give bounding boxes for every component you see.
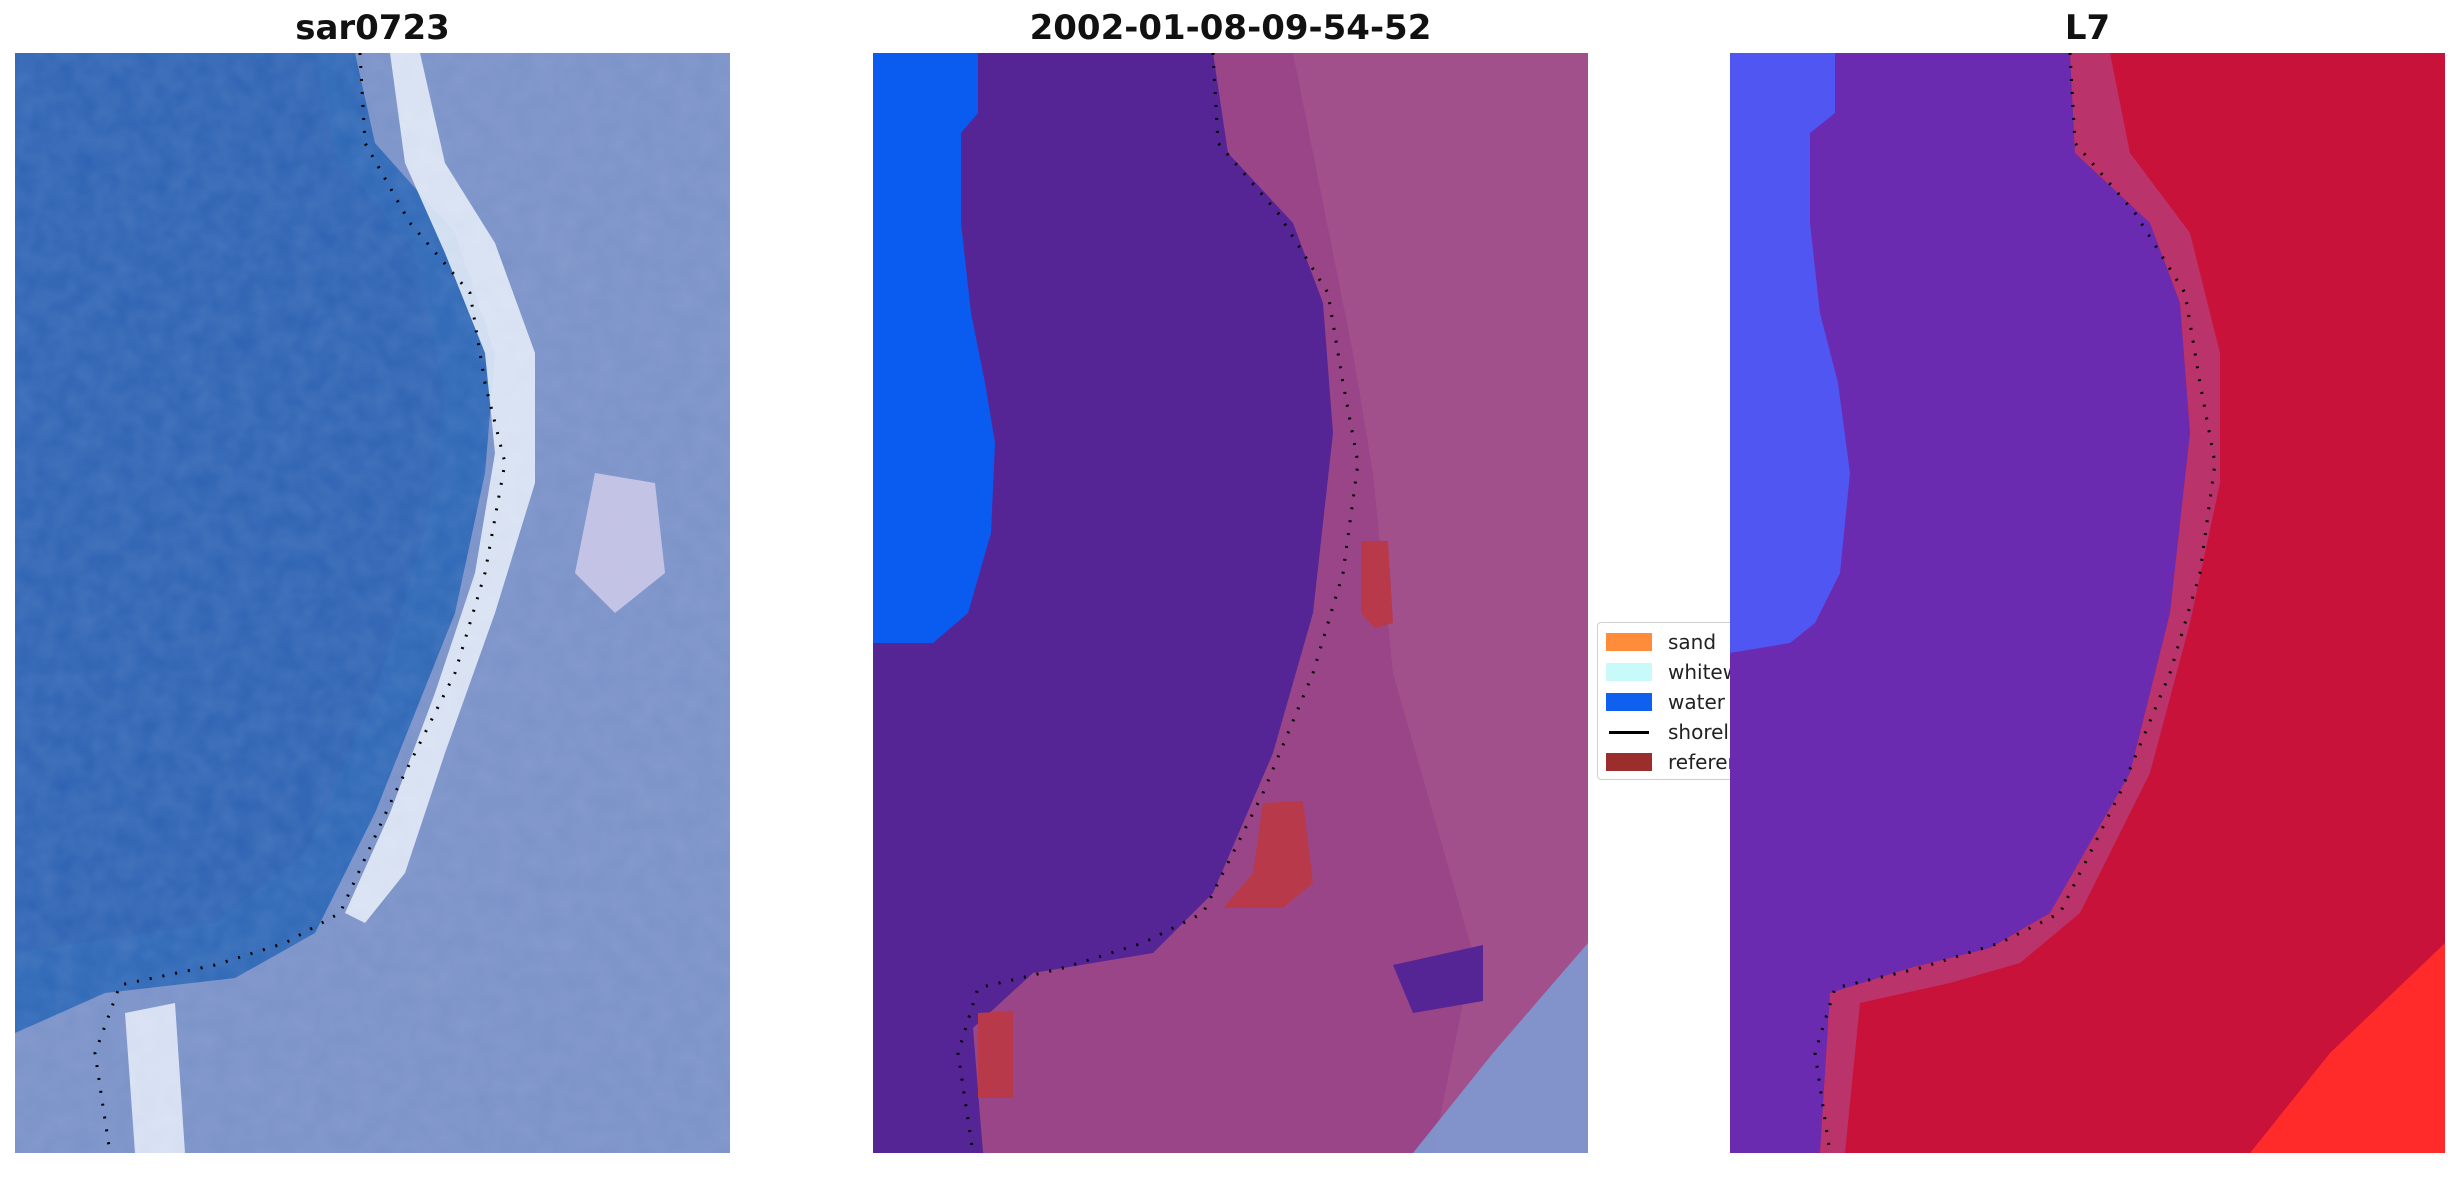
classified-image-panel	[873, 53, 1588, 1153]
panel-title-index: L7	[2064, 8, 2111, 48]
index-image	[1730, 53, 2445, 1153]
panel-title-classified: 2002-01-08-09-54-52	[1029, 8, 1432, 48]
index-bright-red-corner	[2250, 943, 2445, 1153]
shoreline-classified	[956, 53, 1360, 1153]
class-reference-patch-3	[978, 1011, 1013, 1098]
legend-item-reference: referen	[1606, 749, 1739, 775]
legend-item-sand: sand	[1606, 629, 1716, 655]
legend-label-reference: referen	[1668, 750, 1739, 774]
legend-item-water: water	[1606, 689, 1725, 715]
legend-swatch-shoreline	[1606, 723, 1652, 741]
class-water-region	[873, 53, 995, 643]
class-reference-patch-2	[1223, 801, 1313, 908]
rgb-image	[15, 53, 730, 1153]
class-land-light	[1293, 53, 1588, 1153]
class-light-water-corner	[1413, 943, 1588, 1153]
classified-image	[873, 53, 1588, 1153]
legend-item-shoreline: shorel	[1606, 719, 1729, 745]
panel-title-rgb: sar0723	[295, 8, 450, 48]
legend-item-whitewater: whitew	[1606, 659, 1739, 685]
legend-swatch-water	[1606, 693, 1652, 711]
legend-label-water: water	[1668, 690, 1725, 714]
index-image-panel	[1730, 53, 2445, 1153]
legend-label-whitewater: whitew	[1668, 660, 1739, 684]
legend-swatch-reference	[1606, 753, 1652, 771]
legend-label-shoreline: shorel	[1668, 720, 1729, 744]
class-other-south-patch	[1393, 945, 1483, 1013]
shoreline-index	[1813, 53, 2217, 1153]
legend: sand whitew water shorel referen	[1597, 622, 1739, 780]
legend-swatch-whitewater	[1606, 663, 1652, 681]
legend-swatch-sand	[1606, 633, 1652, 651]
shoreline-rgb	[93, 53, 507, 1153]
class-reference-patch-1	[1361, 541, 1393, 628]
index-purple-edge	[1820, 53, 2220, 1153]
class-other-region	[873, 53, 1333, 1153]
index-purple-region	[1730, 53, 2190, 1153]
legend-label-sand: sand	[1668, 630, 1717, 654]
rgb-image-panel	[15, 53, 730, 1153]
index-blue-region	[1730, 53, 1850, 653]
